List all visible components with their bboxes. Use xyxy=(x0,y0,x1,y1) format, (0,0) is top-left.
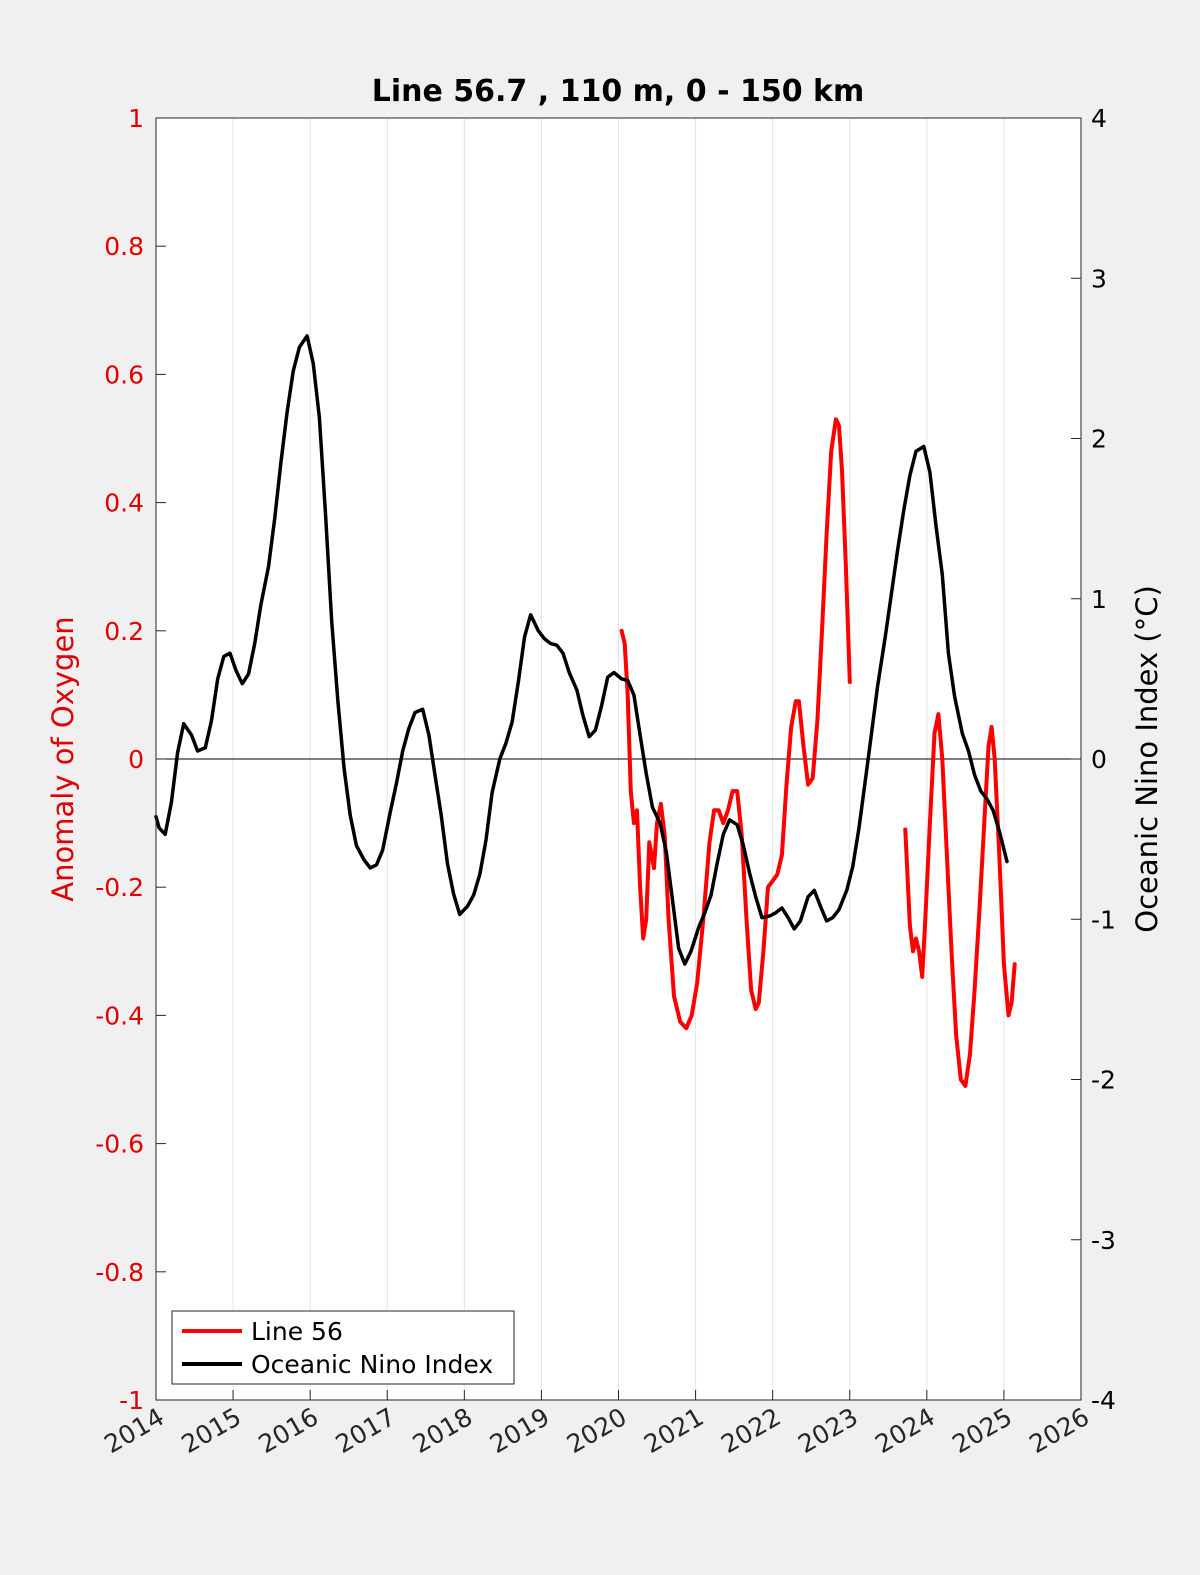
chart-title: Line 56.7 , 110 m, 0 - 150 km xyxy=(372,74,865,109)
legend: Line 56 Oceanic Nino Index xyxy=(171,1310,515,1385)
y-tick-left-label: -0.2 xyxy=(95,873,144,902)
series-line-oni-segment-0 xyxy=(154,334,1009,966)
y-axis-label-right: Oceanic Nino Index (°C) xyxy=(1130,585,1164,933)
series-line-line56-segment-1 xyxy=(903,712,1017,1088)
series-line-line56-segment-0 xyxy=(619,417,852,1031)
legend-box xyxy=(171,1310,515,1385)
legend-label-line56: Line 56 xyxy=(251,1317,343,1346)
x-tick-label: 2018 xyxy=(408,1402,478,1459)
legend-label-oni: Oceanic Nino Index xyxy=(251,1350,493,1379)
y-tick-right-label: -4 xyxy=(1091,1386,1116,1415)
y-tick-left-label: 0 xyxy=(128,745,144,774)
y-tick-right-label: 0 xyxy=(1091,745,1107,774)
x-tick-label: 2022 xyxy=(716,1402,786,1459)
x-tick-label: 2016 xyxy=(254,1402,324,1459)
y-tick-right-label: 3 xyxy=(1091,264,1107,293)
y-tick-left-label: 0.4 xyxy=(104,489,144,518)
y-tick-left-label: -0.4 xyxy=(95,1001,144,1030)
x-tick-label: 2023 xyxy=(793,1402,863,1459)
y-tick-left-label: 0.6 xyxy=(104,360,144,389)
y-tick-right-label: 2 xyxy=(1091,425,1107,454)
left-axis: -1 -0.8 -0.6 -0.4 -0.2 0 0.2 0.4 0.6 0.8 1 xyxy=(95,104,166,1415)
y-tick-left-label: 0.2 xyxy=(104,617,144,646)
y-tick-right-label: 4 xyxy=(1091,104,1107,133)
y-tick-left-label: -1 xyxy=(119,1386,144,1415)
y-tick-right-label: -3 xyxy=(1091,1226,1116,1255)
x-tick-label: 2026 xyxy=(1024,1402,1094,1459)
y-tick-left-label: -0.8 xyxy=(95,1258,144,1287)
series-layer xyxy=(154,334,1017,1088)
y-tick-right-label: -2 xyxy=(1091,1066,1116,1095)
y-tick-left-label: -0.6 xyxy=(95,1130,144,1159)
x-tick-label: 2015 xyxy=(176,1402,246,1459)
y-tick-left-label: 1 xyxy=(128,104,144,133)
right-axis: -4 -3 -2 -1 0 1 2 3 4 xyxy=(1071,104,1116,1415)
x-tick-label: 2024 xyxy=(870,1402,940,1459)
y-tick-right-label: 1 xyxy=(1091,585,1107,614)
x-tick-label: 2025 xyxy=(947,1402,1017,1459)
x-tick-label: 2017 xyxy=(331,1402,401,1459)
x-tick-label: 2019 xyxy=(485,1402,555,1459)
x-tick-label: 2021 xyxy=(639,1402,709,1459)
x-tick-label: 2020 xyxy=(562,1402,632,1459)
y-tick-left-label: 0.8 xyxy=(104,232,144,261)
y-tick-right-label: -1 xyxy=(1091,905,1116,934)
y-axis-label-left: Anomaly of Oxygen xyxy=(46,616,80,901)
